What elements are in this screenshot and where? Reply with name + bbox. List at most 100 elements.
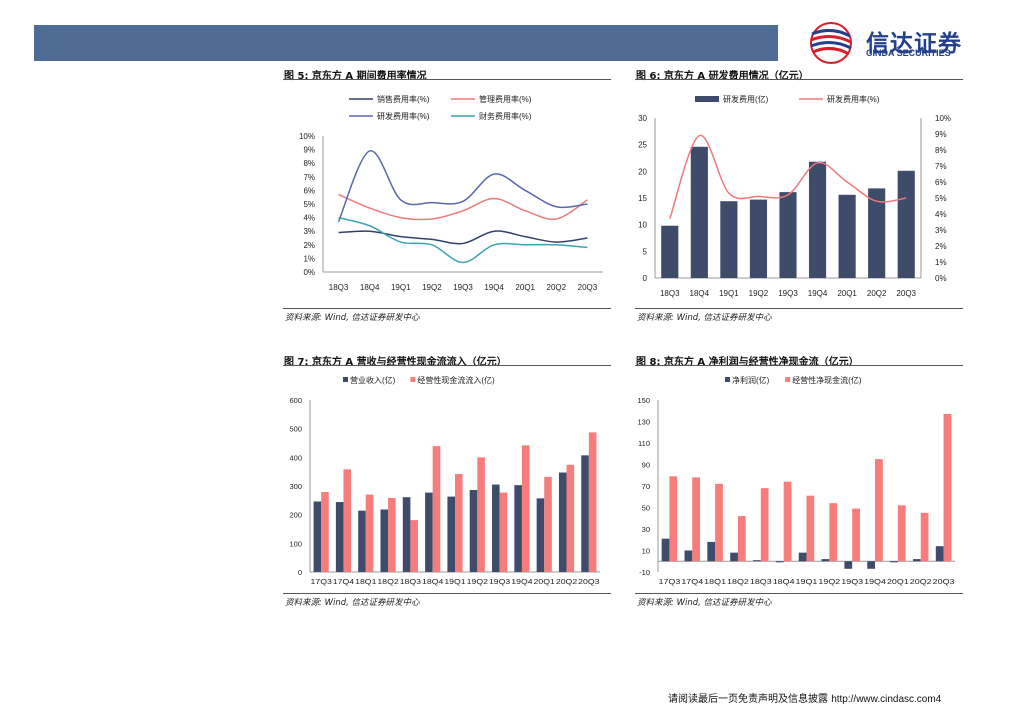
fig7-x-tick-label: 19Q1 [444,579,465,586]
fig5-x-tick-label: 20Q1 [515,283,535,292]
fig5-x-tick-label: 19Q2 [422,283,442,292]
fig7-bar [358,510,366,572]
fig5-x-tick-label: 20Q2 [547,283,567,292]
fig6-right-tick-label: 4% [935,210,947,219]
fig5-series-line [337,150,588,222]
fig5-x-tick-label: 19Q4 [484,283,504,292]
fig7-title-rule [283,365,611,366]
fig6-right-tick-label: 2% [935,242,947,251]
fig7-bar [477,457,485,572]
fig7-bar [588,432,597,572]
fig8-x-tick-label: 17Q3 [659,579,681,586]
fig6-right-tick-label: 3% [935,226,947,235]
fig5-y-tick-label: 1% [303,254,315,263]
fig8-bar [935,546,944,562]
fig7-x-tick-label: 17Q4 [333,579,354,586]
fig6-series-line [669,134,907,220]
fig7-source: 资料来源: Wind, 信达证券研发中心 [285,598,420,608]
fig5-x-tick-label: 18Q3 [329,283,349,292]
fig8-bar [867,561,876,569]
fig6-right-tick-label: 7% [935,162,947,171]
fig8-bar [783,481,792,562]
fig5-legend-label: 销售费用率(%) [377,94,430,104]
fig5-y-tick-label: 10% [299,132,315,141]
footer-url[interactable]: http://www.cindasc.com [831,694,936,705]
fig7-x-tick-label: 18Q1 [355,579,376,586]
fig7-bottom-rule [283,593,611,594]
fig5-title-rule [283,79,611,80]
fig7-x-tick-label: 20Q2 [556,579,577,586]
fig8-y-tick-label: 50 [642,504,650,513]
fig5-title: 图 5: 京东方 A 期间费用率情况 [284,71,427,82]
fig7-y-tick-label: 600 [289,396,302,405]
fig7-bar [365,494,374,572]
fig5-series-line [338,230,588,245]
fig8-x-tick-label: 19Q4 [864,579,886,586]
fig8-bar [852,508,860,562]
fig6-right-tick-label: 10% [935,114,951,123]
fig7-bar [469,490,478,572]
page-number: 4 [935,694,942,705]
fig8-bar [890,561,898,563]
fig7-y-tick-label: 400 [289,453,302,462]
fig8-y-tick-label: 10 [642,547,650,556]
fig6-bar [838,194,856,278]
fig8-bar [912,559,921,562]
fig8-bar [920,512,929,562]
logo-chinese-name: 信达证券 [866,31,962,57]
fig6-bar [690,146,708,278]
fig6-left-tick-label: 30 [638,114,647,123]
fig6-bar [749,199,768,278]
fig7-x-tick-label: 18Q2 [377,579,398,586]
fig6-x-tick-label: 19Q1 [719,289,739,298]
fig7-bar [432,446,441,572]
fig6-right-tick-label: 9% [935,130,947,139]
fig6-left-tick-label: 15 [638,194,647,203]
fig6-left-tick-label: 5 [643,247,648,256]
fig6-bar [868,188,886,278]
fig6-bar [897,170,915,278]
fig7-x-tick-label: 20Q1 [534,579,555,586]
fig6-x-tick-label: 19Q3 [778,289,798,298]
fig5-y-tick-label: 8% [303,159,315,168]
fig8-x-tick-label: 17Q4 [681,579,703,586]
fig7-bar [425,492,433,572]
fig8-legend-label: 经营性净现金流(亿) [792,375,862,385]
fig6-legend-label-bar: 研发费用(亿) [723,94,769,104]
fig7-bar [514,485,522,572]
fig8-bar [684,550,693,562]
fig8-x-tick-label: 19Q3 [841,579,863,586]
fig6-source: 资料来源: Wind, 信达证券研发中心 [637,313,772,323]
fig6-x-tick-label: 20Q2 [867,289,887,298]
fig8-x-tick-label: 19Q2 [818,579,840,586]
fig8-bar [806,495,815,562]
fig7-legend-label: 经营性现金流流入(亿) [417,375,495,385]
fig5-bottom-rule [283,308,611,309]
fig7-y-tick-label: 100 [289,539,302,548]
fig8-y-tick-label: 150 [637,396,650,405]
fig7-bar [455,473,463,572]
fig8-bar [737,516,746,562]
fig7-legend-label: 营业收入(亿) [350,375,396,385]
fig8-y-tick-label: 70 [642,482,650,491]
fig5-y-tick-label: 7% [303,173,315,182]
fig8-title: 图 8: 京东方 A 净利润与经营性净现金流（亿元） [636,357,859,368]
fig6-x-tick-label: 19Q2 [749,289,769,298]
fig6-x-tick-label: 18Q4 [690,289,710,298]
fig7-bar [380,509,389,572]
fig5-y-tick-label: 6% [303,186,315,195]
cinda-logo-icon [810,22,852,64]
fig7-bar [544,476,552,572]
fig6-right-tick-label: 1% [935,258,947,267]
fig6-x-tick-label: 19Q4 [808,289,828,298]
fig7-x-tick-label: 19Q3 [489,579,510,586]
fig8-bar [730,552,738,562]
fig8-legend-swatch [725,377,730,382]
fig7-bar [313,501,322,572]
fig8-bar [897,505,906,562]
fig7-bar [388,498,396,572]
fig5-chart: 10% 9% 8% 7% 6% 5% 4% 3% 2% 1% 0% 18Q3 18Q4 19Q1 19Q2 1… [299,94,603,292]
fig8-y-tick-label: 110 [638,439,650,448]
fig6-bottom-rule [635,308,963,309]
